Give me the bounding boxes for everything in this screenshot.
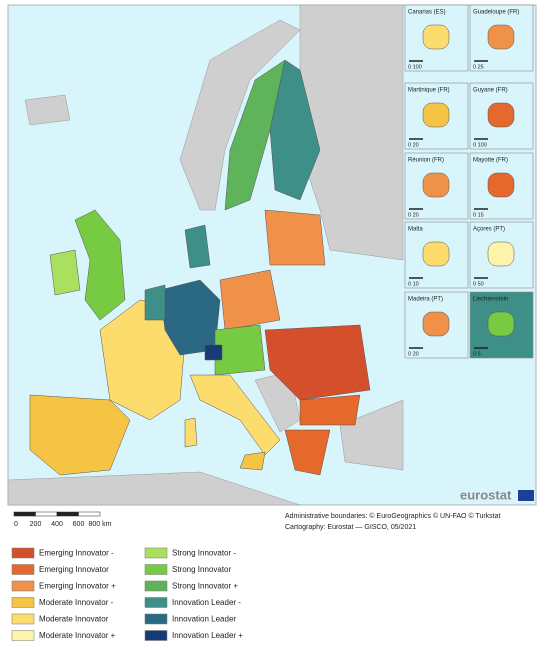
scale-label: 800 km bbox=[89, 521, 112, 528]
inset-land bbox=[422, 241, 450, 267]
region bbox=[144, 284, 166, 321]
region bbox=[184, 417, 198, 448]
inset-land bbox=[487, 311, 515, 337]
region bbox=[299, 394, 361, 426]
inset-scale-label: 0 20 bbox=[408, 351, 419, 357]
inset-title: Guyane (FR) bbox=[473, 88, 508, 94]
main-map bbox=[7, 4, 404, 506]
region bbox=[189, 374, 281, 456]
legend-swatch bbox=[11, 613, 35, 625]
legend-label: Moderate Innovator - bbox=[39, 598, 114, 607]
attribution: Administrative boundaries: © EuroGeograp… bbox=[285, 512, 501, 520]
region bbox=[284, 429, 331, 476]
inset-title: Mayotte (FR) bbox=[473, 158, 508, 164]
scale-label: 200 bbox=[30, 521, 42, 528]
scale-label: 600 bbox=[73, 521, 85, 528]
region bbox=[239, 451, 266, 471]
region bbox=[269, 59, 321, 201]
inset-title: Réunion (FR) bbox=[408, 158, 444, 164]
inset-land bbox=[487, 172, 515, 198]
inset-title: Canarias (ES) bbox=[408, 10, 446, 16]
legend-swatch bbox=[11, 580, 35, 592]
insets: Canarias (ES) 0 100 Guadeloupe (FR) 0 25 Mar… bbox=[404, 4, 534, 359]
inset-land bbox=[422, 24, 450, 50]
region bbox=[204, 344, 223, 361]
region bbox=[214, 324, 266, 376]
region bbox=[264, 209, 326, 266]
scale-segment bbox=[35, 511, 58, 517]
legend-label: Emerging Innovator + bbox=[39, 582, 116, 591]
legend-swatch bbox=[11, 547, 35, 559]
legend-swatch bbox=[144, 597, 168, 608]
legend: Emerging Innovator - Emerging Innovator Em… bbox=[11, 547, 243, 641]
inset-land bbox=[487, 102, 515, 128]
legend-label: Strong Innovator - bbox=[172, 549, 236, 558]
inset-land bbox=[422, 172, 450, 198]
region bbox=[29, 394, 131, 476]
legend-label: Innovation Leader - bbox=[172, 598, 241, 607]
legend-swatch bbox=[144, 630, 168, 641]
legend-swatch bbox=[11, 564, 35, 575]
inset-scale-label: 0 10 bbox=[408, 281, 419, 287]
scale-segment bbox=[78, 511, 101, 517]
inset-scale-label: 0 15 bbox=[473, 212, 484, 218]
legend-swatch bbox=[144, 547, 168, 559]
legend-swatch bbox=[144, 613, 168, 625]
region bbox=[219, 269, 281, 331]
inset-land bbox=[422, 311, 450, 337]
inset-scale-label: 0 5 bbox=[473, 351, 481, 357]
legend-swatch bbox=[144, 564, 168, 575]
inset-scale-label: 0 100 bbox=[473, 142, 487, 148]
inset-land bbox=[487, 241, 515, 267]
legend-label: Emerging Innovator - bbox=[39, 549, 114, 558]
inset-title: Guadeloupe (FR) bbox=[473, 10, 519, 16]
inset-scale-label: 0 25 bbox=[473, 64, 484, 70]
scale-segment bbox=[13, 511, 36, 517]
legend-label: Innovation Leader bbox=[172, 615, 236, 624]
scale-bar: 0 200 400 600 800 km bbox=[13, 511, 112, 528]
region bbox=[74, 209, 126, 321]
legend-swatch bbox=[144, 580, 168, 592]
legend-label: Innovation Leader + bbox=[172, 631, 243, 640]
inset-scale-label: 0 100 bbox=[408, 64, 422, 70]
scale-segment bbox=[56, 511, 79, 517]
legend-label: Moderate Innovator bbox=[39, 615, 109, 624]
inset-title: Açores (PT) bbox=[473, 227, 505, 233]
scale-label: 400 bbox=[51, 521, 63, 528]
inset-land bbox=[422, 102, 450, 128]
legend-label: Moderate Innovator + bbox=[39, 631, 116, 640]
attribution: Cartography: Eurostat — GISCO, 05/2021 bbox=[285, 524, 416, 531]
inset-scale-label: 0 50 bbox=[473, 281, 484, 287]
inset-title: Liechtenstein bbox=[473, 297, 508, 303]
legend-swatch bbox=[11, 630, 35, 641]
region bbox=[49, 249, 81, 296]
legend-swatch bbox=[11, 597, 35, 608]
legend-label: Strong Innovator bbox=[172, 565, 231, 574]
legend-label: Strong Innovator + bbox=[172, 582, 238, 591]
inset-title: Malta bbox=[408, 227, 423, 233]
inset-land bbox=[487, 24, 515, 50]
logo: eurostat bbox=[460, 487, 512, 502]
eu-flag bbox=[518, 490, 534, 501]
legend-label: Emerging Innovator bbox=[39, 565, 109, 574]
inset-scale-label: 0 20 bbox=[408, 142, 419, 148]
scale-label: 0 bbox=[14, 521, 18, 528]
region bbox=[264, 324, 371, 401]
inset-scale-label: 0 20 bbox=[408, 212, 419, 218]
region bbox=[184, 224, 211, 269]
inset-title: Martinique (FR) bbox=[408, 88, 450, 94]
inset-title: Madeira (PT) bbox=[408, 297, 443, 303]
